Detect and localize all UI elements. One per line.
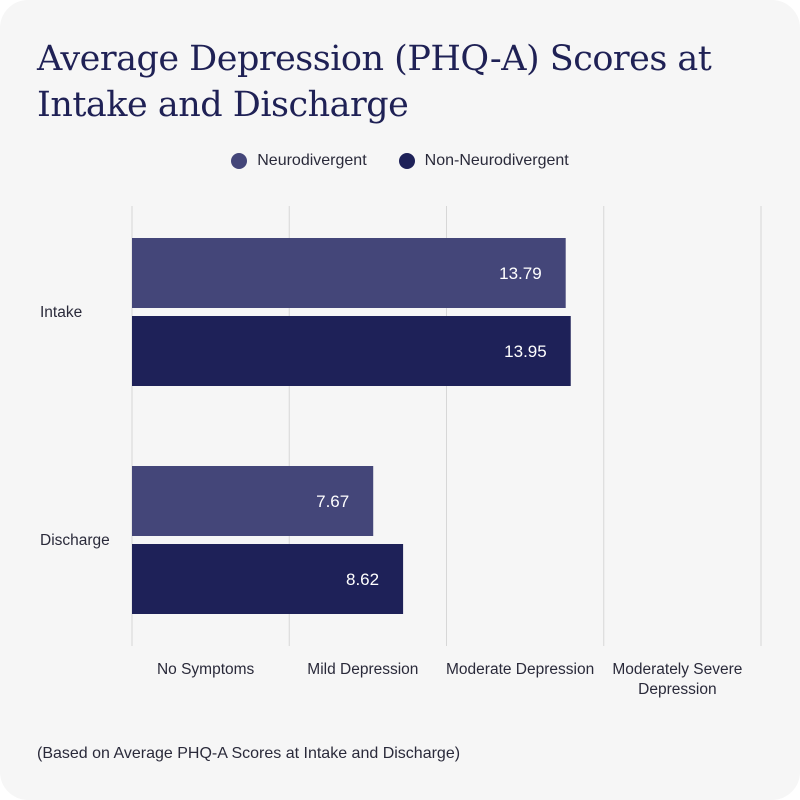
x-band-label-3: Moderately Severe Depression xyxy=(612,661,742,698)
category-label-intake: Intake xyxy=(40,304,82,321)
chart-legend: Neurodivergent Non-Neurodivergent xyxy=(0,150,800,172)
bar-value-label-intake-non-neurodivergent: 13.95 xyxy=(504,342,547,361)
x-band-label-1: Mild Depression xyxy=(307,661,418,678)
x-band-label-2: Moderate Depression xyxy=(446,661,594,678)
legend-swatch-neurodivergent xyxy=(231,153,248,169)
bar-discharge-neurodivergent xyxy=(132,466,374,536)
chart-footnote: (Based on Average PHQ-A Scores at Intake… xyxy=(37,745,461,762)
bar-value-label-discharge-neurodivergent: 7.67 xyxy=(316,492,349,511)
legend-item-non-neurodivergent: Non-Neurodivergent xyxy=(398,150,569,172)
legend-label-neurodivergent: Neurodivergent xyxy=(257,152,367,169)
bar-discharge-non-neurodivergent xyxy=(132,544,404,614)
bar-value-label-intake-neurodivergent: 13.79 xyxy=(499,264,542,283)
legend-swatch-non-neurodivergent xyxy=(398,153,415,169)
category-label-discharge: Discharge xyxy=(40,532,110,549)
chart-title: Average Depression (PHQ-A) Scores at Int… xyxy=(37,39,712,125)
bar-intake-non-neurodivergent xyxy=(132,316,571,386)
legend-label-non-neurodivergent: Non-Neurodivergent xyxy=(424,152,569,169)
legend-item-neurodivergent: Neurodivergent xyxy=(231,150,367,172)
x-band-label-0: No Symptoms xyxy=(157,661,255,678)
bar-value-label-discharge-non-neurodivergent: 8.62 xyxy=(346,570,379,589)
bar-intake-neurodivergent xyxy=(132,238,566,308)
